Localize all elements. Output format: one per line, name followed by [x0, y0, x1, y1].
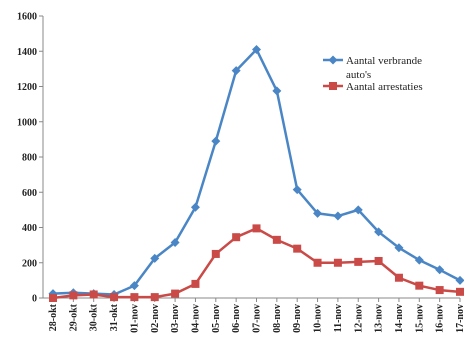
x-axis: 28-okt 29-okt 30-okt 31-okt 01-nov 02-nov 03-n… — [43, 297, 464, 333]
data-point-0-18 — [414, 255, 424, 265]
x-tick-label: 17-nov — [455, 304, 464, 333]
x-tick-label: 16-nov — [435, 304, 446, 333]
data-point-0-13 — [313, 208, 323, 218]
x-tick-label: 05-nov — [211, 304, 222, 333]
data-point-1-8 — [211, 249, 220, 258]
data-point-0-11 — [272, 86, 282, 96]
legend-label-burned-cars-line2: auto's — [346, 69, 371, 81]
legend-label-arrests: Aantal arrestaties — [346, 81, 423, 93]
legend-label-burned-cars-line1: Aantal verbrande — [346, 55, 422, 67]
data-point-1-14 — [333, 258, 342, 267]
x-tick-label: 07-nov — [252, 304, 263, 333]
data-point-0-12 — [292, 185, 302, 195]
data-point-0-19 — [435, 265, 445, 275]
x-tick-label: 28-okt — [48, 303, 59, 331]
data-point-0-6 — [170, 237, 180, 247]
series-line-1 — [52, 227, 461, 300]
data-point-0-10 — [252, 44, 261, 54]
data-point-1-13 — [313, 258, 322, 267]
data-point-1-7 — [191, 279, 200, 288]
y-tick-label: 1200 — [17, 82, 37, 93]
x-tick-label: 30-okt — [89, 303, 100, 331]
x-tick-label: 08-nov — [272, 304, 283, 333]
data-point-1-3 — [110, 293, 119, 302]
x-tick-label: 29-okt — [68, 303, 79, 331]
x-tick-label: 01-nov — [129, 304, 140, 333]
data-point-1-0 — [49, 294, 57, 302]
data-point-0-17 — [394, 243, 404, 253]
data-point-1-5 — [150, 293, 159, 302]
legend-marker-arrests — [329, 82, 337, 90]
x-tick-label: 11-nov — [333, 304, 344, 332]
y-tick-label: 1600 — [17, 12, 37, 23]
y-tick-label: 400 — [22, 223, 37, 234]
x-tick-label: 10-nov — [313, 304, 324, 333]
data-point-1-12 — [293, 244, 302, 253]
data-point-1-10 — [252, 224, 261, 233]
data-point-1-20 — [456, 287, 464, 296]
x-tick-label: 13-nov — [374, 304, 385, 333]
data-point-1-17 — [394, 273, 403, 282]
y-tick-label: 200 — [22, 258, 37, 269]
x-tick-label: 15-nov — [414, 304, 425, 333]
data-point-1-6 — [171, 289, 180, 298]
x-tick-label: 03-nov — [170, 304, 181, 333]
legend-marker-burned-cars — [328, 55, 338, 65]
x-tick-label: 04-nov — [190, 304, 201, 333]
data-point-1-19 — [435, 286, 444, 295]
y-tick-label: 0 — [32, 294, 37, 305]
x-tick-label: 12-nov — [353, 304, 364, 333]
data-point-1-2 — [89, 290, 98, 299]
data-point-0-4 — [129, 281, 139, 291]
data-point-1-16 — [374, 256, 383, 265]
data-point-1-4 — [130, 293, 139, 302]
data-point-1-18 — [415, 281, 424, 290]
data-point-1-1 — [69, 291, 78, 300]
data-point-1-11 — [272, 235, 281, 244]
x-tick-label: 09-nov — [292, 304, 303, 333]
data-point-0-9 — [231, 66, 241, 76]
series-1 — [49, 224, 464, 302]
y-tick-label: 1400 — [17, 47, 37, 58]
data-point-0-7 — [190, 202, 200, 212]
data-point-0-5 — [150, 253, 160, 263]
data-point-0-14 — [333, 211, 343, 221]
y-tick-label: 800 — [22, 153, 37, 164]
y-tick-label: 1000 — [17, 117, 37, 128]
x-tick-label: 14-nov — [394, 304, 405, 333]
data-point-1-15 — [354, 257, 363, 266]
x-tick-label: 06-nov — [231, 304, 242, 333]
legend-item-arrests: Aantal arrestaties — [323, 81, 423, 93]
data-point-0-16 — [374, 227, 384, 237]
y-axis: 0 200 400 600 800 1000 1200 1400 1600 — [17, 12, 44, 305]
x-tick-label: 02-nov — [150, 304, 161, 333]
data-point-0-15 — [353, 205, 363, 215]
data-point-0-20 — [455, 275, 464, 285]
x-tick-label: 31-okt — [109, 303, 120, 331]
y-tick-label: 600 — [22, 188, 37, 199]
legend-item-burned-cars: Aantal verbrande auto's — [323, 55, 422, 81]
series-layer — [48, 44, 464, 302]
data-point-1-9 — [232, 233, 241, 242]
legend: Aantal verbrande auto's Aantal arrestati… — [323, 55, 423, 93]
data-point-0-8 — [211, 136, 221, 146]
